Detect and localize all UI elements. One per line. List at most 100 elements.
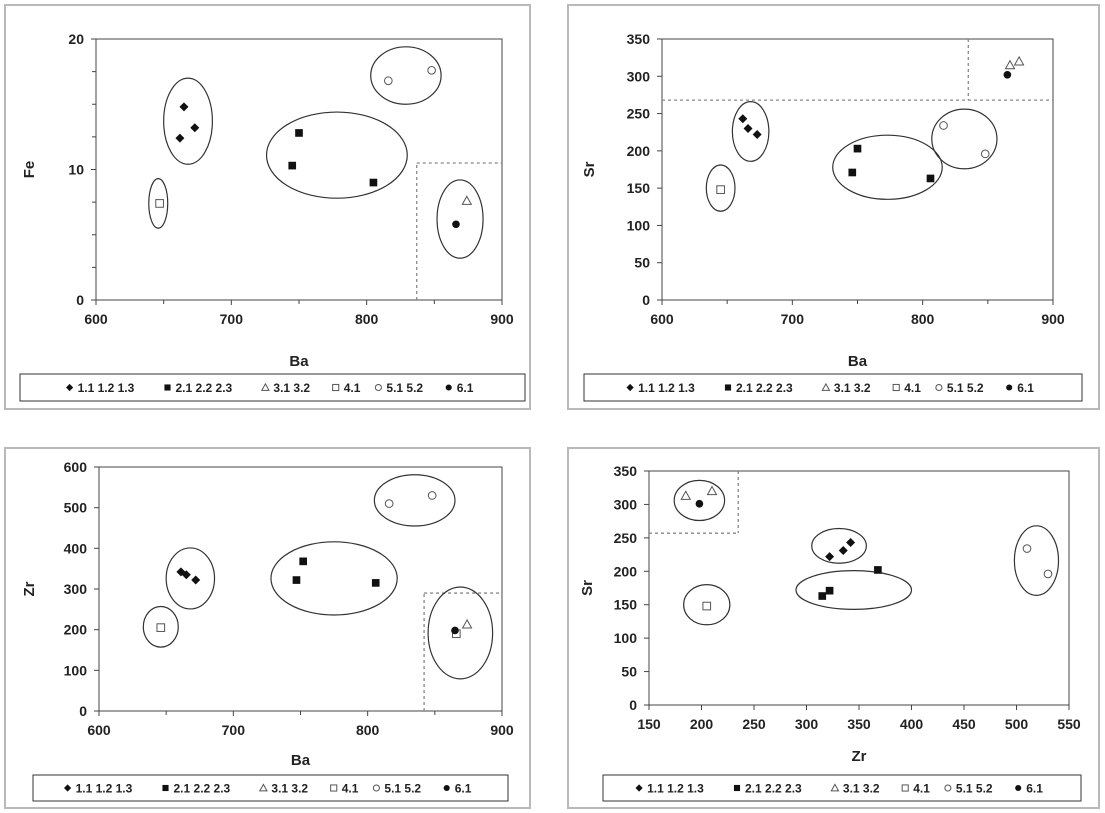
legend-marker-dot	[1006, 384, 1013, 391]
chart-fe-vs-ba: 0 10 20 600 700 800 900 Ba Fe 1.1 1.2 1.3 2.1 2.2 …	[19, 31, 526, 402]
data-point-square	[295, 129, 303, 137]
x-axis-label: Zr	[852, 748, 867, 765]
group-ellipse	[370, 46, 442, 105]
y-tick-label: 50	[634, 255, 650, 271]
group-ellipse	[163, 77, 213, 165]
y-tick-label: 20	[68, 31, 84, 47]
legend-marker-square	[164, 384, 171, 391]
data-point-diamond	[738, 114, 748, 124]
x-tick-label: 600	[84, 311, 108, 327]
group-ellipse	[436, 179, 484, 259]
x-axis-label: Ba	[289, 353, 309, 370]
data-point-circle	[939, 121, 948, 130]
legend-label: 6.1	[455, 782, 472, 796]
legend-box	[602, 774, 1082, 802]
legend-box	[32, 774, 509, 802]
data-point-triangle	[461, 618, 473, 629]
x-tick-label: 250	[742, 716, 766, 732]
y-tick-label: 500	[64, 500, 88, 516]
data-point-open-square	[156, 623, 166, 632]
legend-label: 2.1 2.2 2.3	[176, 381, 233, 395]
data-point-square	[369, 178, 378, 187]
legend-marker-dot	[1015, 784, 1022, 792]
data-point-circle	[427, 491, 437, 500]
legend-label: 3.1 3.2	[273, 381, 310, 395]
group-ellipse	[931, 108, 998, 170]
legend-label: 6.1	[457, 381, 474, 395]
data-point-circle	[427, 65, 436, 75]
legend-marker-open-square	[892, 383, 900, 392]
y-tick-label: 0	[76, 292, 84, 308]
legend-label: 5.1 5.2	[386, 381, 423, 395]
legend-marker-dot	[443, 784, 450, 792]
legend-label: 1.1 1.2 1.3	[78, 381, 135, 395]
legend-box	[583, 373, 1083, 402]
data-point-dot	[695, 499, 704, 508]
y-tick-label: 150	[614, 597, 638, 613]
group-ellipse	[165, 547, 216, 610]
data-point-diamond	[181, 570, 191, 580]
legend-label: 1.1 1.2 1.3	[647, 782, 704, 796]
group-ellipse	[142, 605, 179, 648]
x-tick-label: 600	[650, 311, 674, 327]
group-ellipse	[1013, 525, 1060, 596]
legend-label: 5.1 5.2	[384, 782, 421, 796]
x-tick-label: 700	[222, 722, 246, 738]
data-point-diamond	[743, 123, 753, 133]
y-axis-label: Zr	[21, 581, 38, 596]
group-ellipse	[373, 474, 456, 527]
data-point-diamond	[825, 552, 835, 562]
plot-area	[661, 38, 1054, 301]
chart-sr-vs-ba: 0 50 100 150 200 250 300 350 600 700 800 900 Ba Sr 1.1…	[581, 31, 1083, 402]
legend-marker-circle	[944, 784, 952, 792]
legend-label: 3.1 3.2	[834, 381, 871, 395]
group-ellipse	[731, 101, 770, 162]
data-point-dot	[1003, 70, 1012, 79]
data-point-square	[853, 144, 862, 153]
data-point-circle	[1043, 569, 1053, 579]
group-ellipse	[427, 586, 494, 680]
group-ellipse	[148, 178, 169, 229]
legend-label: 1.1 1.2 1.3	[638, 381, 695, 395]
data-point-circle	[1022, 544, 1032, 553]
legend-marker-open-square	[332, 383, 340, 392]
data-point-open-square	[155, 199, 164, 208]
y-tick-label: 10	[68, 162, 84, 178]
x-tick-label: 450	[952, 716, 976, 732]
legend-label: 5.1 5.2	[947, 381, 984, 395]
y-tick-label: 0	[629, 697, 637, 713]
chart-panel-fe-vs-ba: 0 10 20 600 700 800 900 Ba Fe 1.1 1.2 1.3 2.1 2.2 …	[4, 4, 531, 410]
y-tick-label: 400	[64, 540, 88, 556]
y-tick-label: 300	[64, 581, 88, 597]
y-tick-label: 300	[614, 496, 638, 512]
legend-marker-diamond	[64, 784, 72, 792]
x-axis-label: Ba	[291, 752, 311, 769]
legend-marker-dot	[445, 384, 452, 391]
legend-label: 3.1 3.2	[843, 782, 880, 796]
legend-marker-diamond	[66, 383, 74, 392]
data-point-dot	[451, 626, 459, 635]
data-point-dot	[452, 220, 460, 229]
chart-panel-sr-vs-zr: 0 50 100 150 200 250 300 350 150 200 250 300 350 400 4…	[567, 447, 1100, 809]
group-ellipse	[705, 164, 736, 212]
legend-label: 6.1	[1017, 381, 1034, 395]
y-tick-label: 0	[642, 292, 650, 308]
chart-panel-sr-vs-ba: 0 50 100 150 200 250 300 350 600 700 800 900 Ba Sr 1.1…	[567, 4, 1100, 410]
x-tick-label: 900	[1041, 311, 1065, 327]
y-tick-label: 600	[64, 459, 88, 475]
x-tick-label: 150	[637, 716, 661, 732]
legend-marker-circle	[372, 784, 380, 792]
y-axis-label: Sr	[581, 161, 598, 177]
y-tick-label: 100	[614, 630, 638, 646]
x-tick-label: 300	[795, 716, 819, 732]
data-point-square	[292, 576, 301, 584]
x-tick-label: 700	[220, 311, 244, 327]
legend-box	[19, 373, 526, 402]
data-point-square	[288, 161, 297, 170]
legend-label: 3.1 3.2	[271, 782, 308, 796]
x-tick-label: 900	[490, 311, 514, 327]
x-tick-label: 400	[900, 716, 924, 732]
x-tick-label: 550	[1057, 716, 1081, 732]
y-tick-label: 0	[79, 703, 87, 719]
data-point-triangle	[680, 490, 692, 500]
